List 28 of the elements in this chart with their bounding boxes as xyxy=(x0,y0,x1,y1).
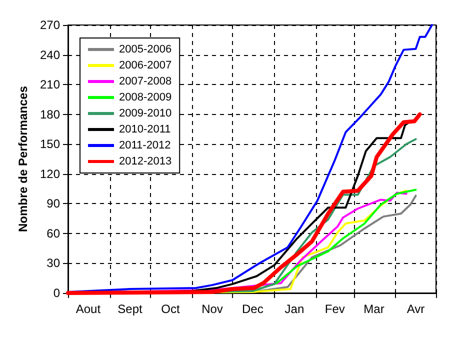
y-tick-label: 240 xyxy=(40,48,60,62)
y-tick-label: 120 xyxy=(40,166,60,181)
y-tick-label: 150 xyxy=(40,137,60,152)
x-tick-label: Fev xyxy=(324,302,345,316)
legend-label: 2011-2012 xyxy=(119,140,171,152)
legend-label: 2005-2006 xyxy=(119,44,172,56)
y-axis-title: Nombre de Performances xyxy=(16,86,30,232)
y-tick-label: 180 xyxy=(40,107,60,122)
x-tick-label: Avr xyxy=(406,302,425,316)
x-tick-label: Nov xyxy=(202,302,223,316)
x-tick-label: Dec xyxy=(242,302,264,316)
y-tick-label: 90 xyxy=(46,196,60,211)
legend-label: 2008-2009 xyxy=(119,92,172,104)
y-tick-label: 0 xyxy=(53,286,60,300)
legend-label: 2007-2008 xyxy=(119,76,172,88)
legend-label: 2010-2011 xyxy=(119,124,171,136)
y-tick-label: 30 xyxy=(46,256,60,270)
x-tick-label: Sept xyxy=(118,302,144,316)
x-tick-label: Aout xyxy=(76,302,102,316)
x-tick-label: Oct xyxy=(161,302,180,316)
y-tick-label: 210 xyxy=(40,78,60,92)
legend-label: 2006-2007 xyxy=(119,60,172,72)
legend-label: 2009-2010 xyxy=(119,108,172,120)
x-tick-label: Mar xyxy=(364,302,384,316)
y-tick-label: 60 xyxy=(46,226,60,240)
legend-label: 2012-2013 xyxy=(119,156,172,168)
x-tick-label: Jan xyxy=(284,302,304,316)
y-tick-label: 270 xyxy=(40,18,60,32)
